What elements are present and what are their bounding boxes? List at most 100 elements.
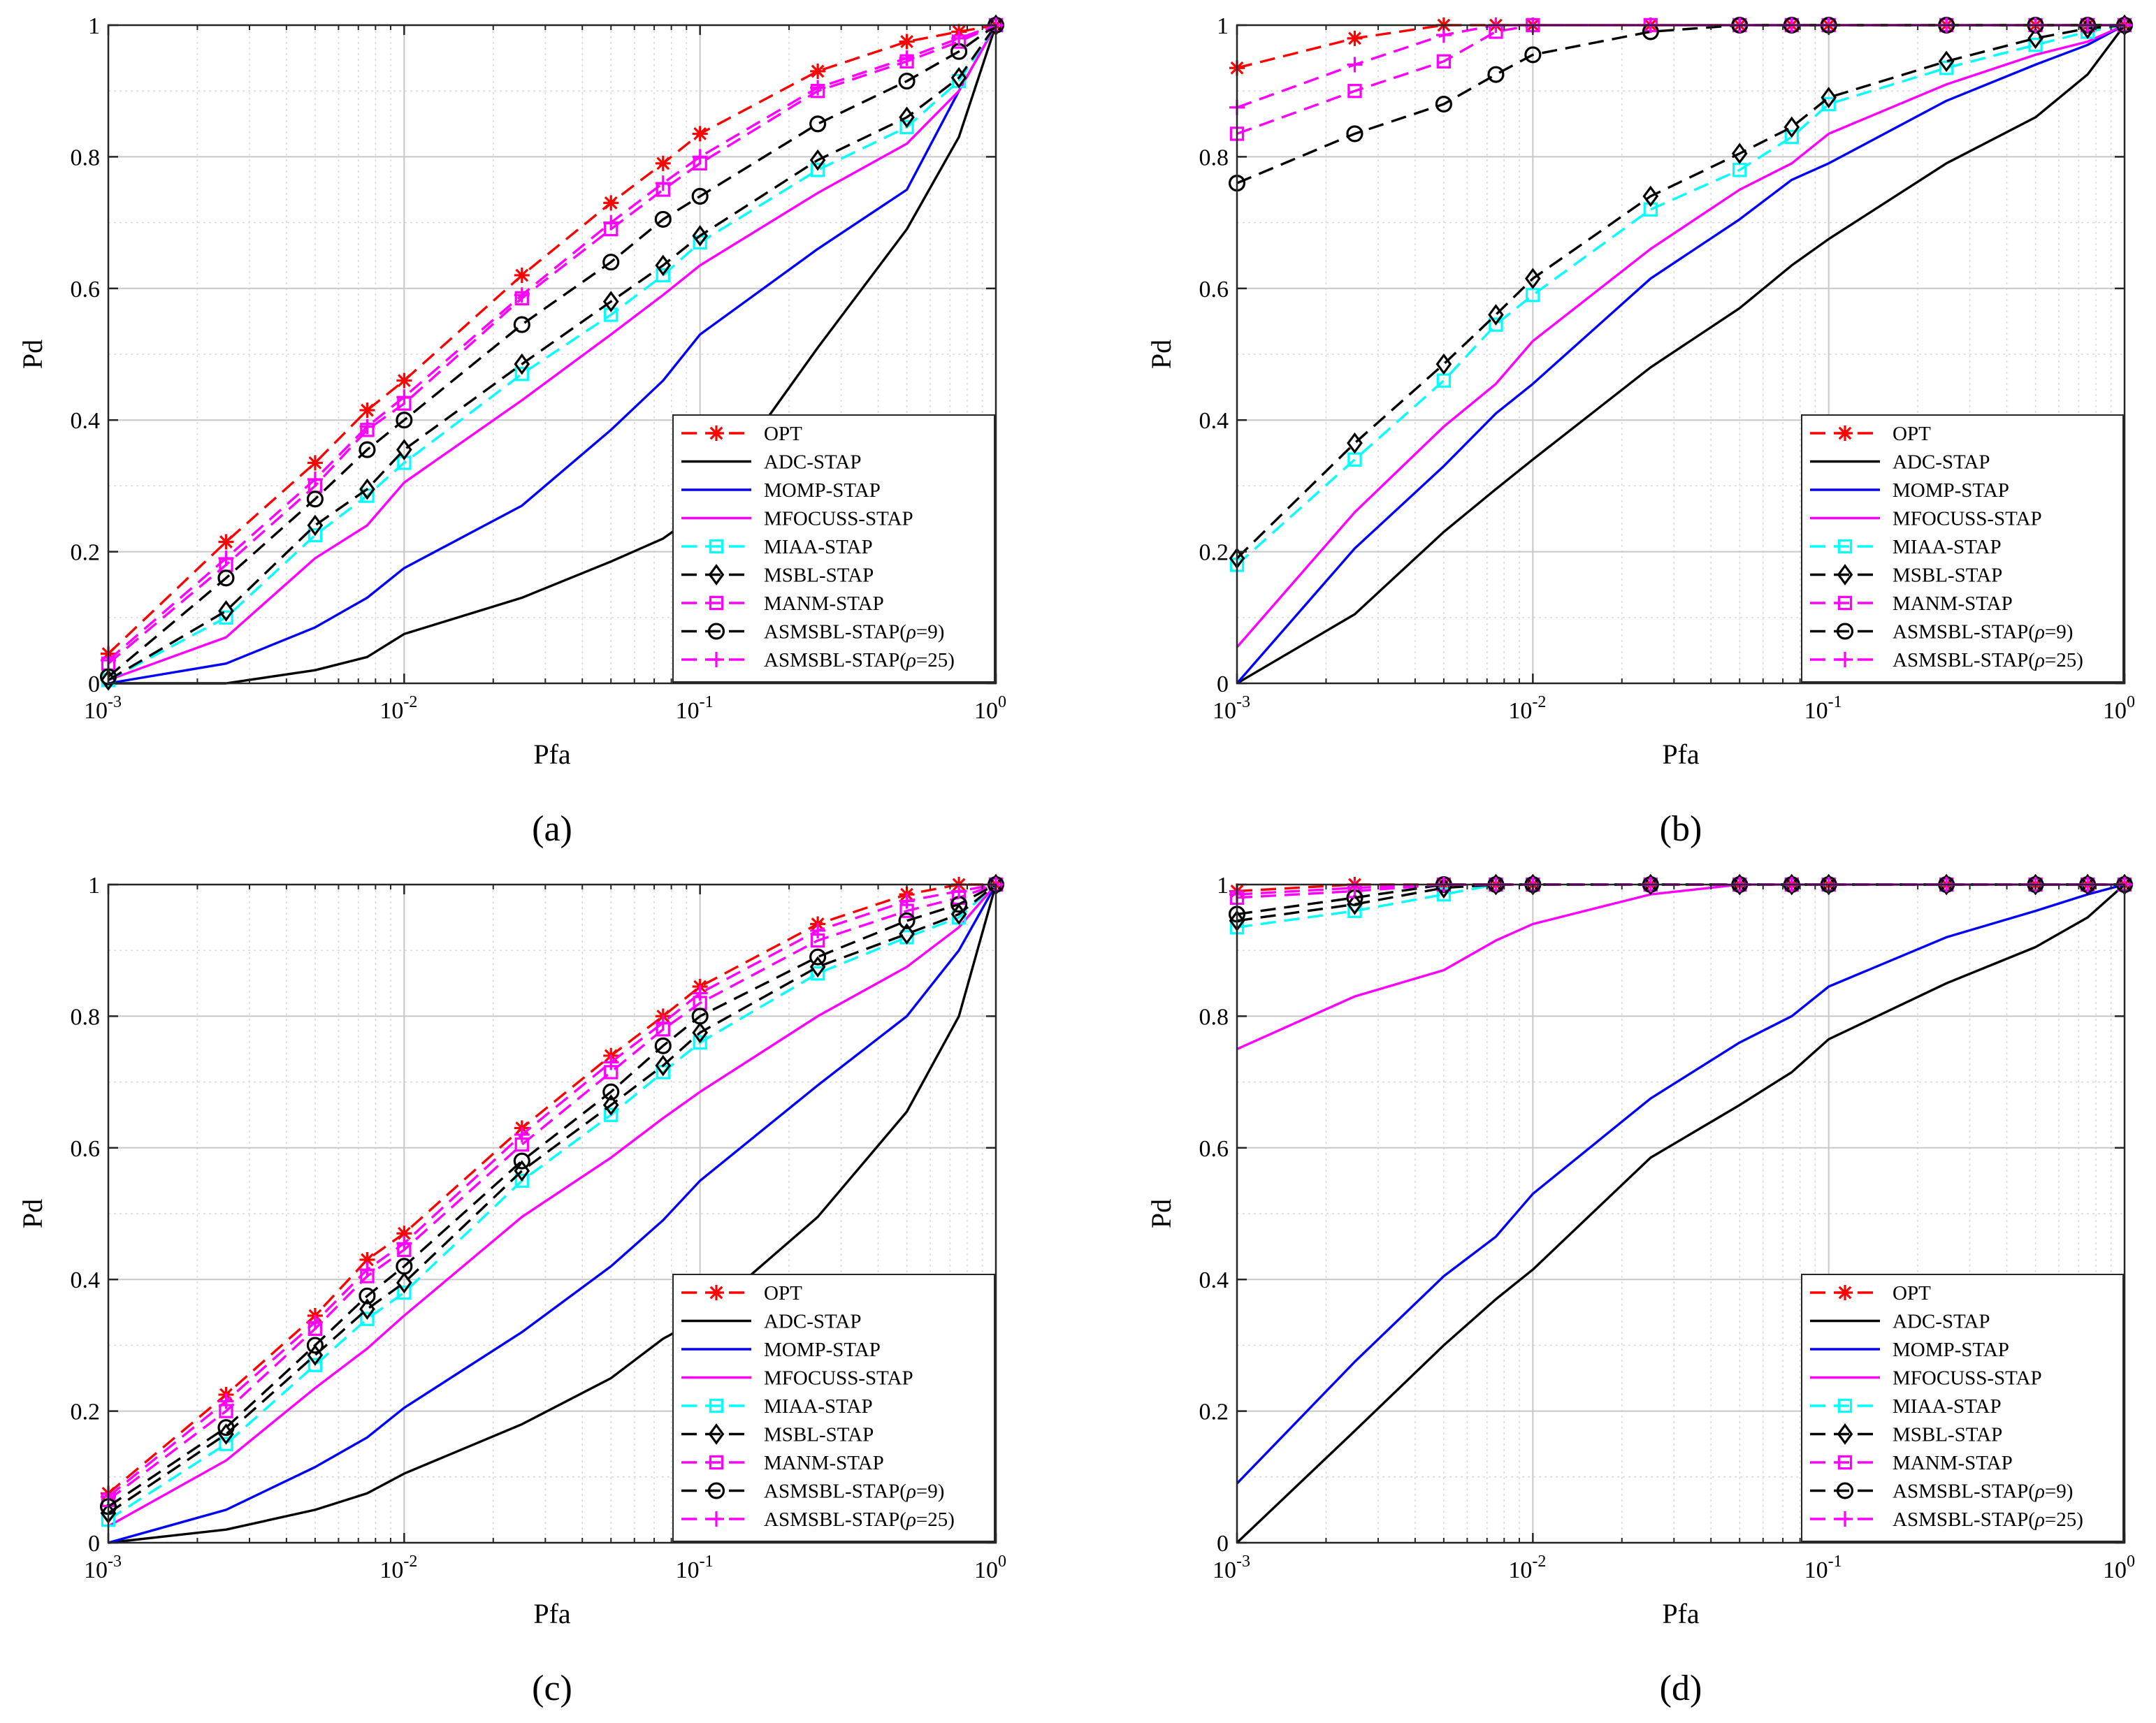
y-axis-label: Pd xyxy=(1145,340,1177,369)
data-point xyxy=(691,187,709,205)
y-tick-label: 0.8 xyxy=(71,1004,101,1030)
data-point xyxy=(899,50,915,66)
axes-box xyxy=(1236,883,2126,1544)
x-tick-label: 10-1 xyxy=(1804,693,1842,724)
legend-box xyxy=(672,1274,995,1542)
data-point xyxy=(2027,873,2043,896)
legend-label: ASMSBL-STAP(ρ=25) xyxy=(764,1508,955,1531)
data-point xyxy=(359,1251,375,1267)
data-point xyxy=(359,1287,376,1304)
data-point xyxy=(604,1107,618,1122)
series-line xyxy=(1236,24,2126,685)
data-point xyxy=(360,1311,375,1326)
data-point xyxy=(898,73,916,90)
legend-label: ASMSBL-STAP(ρ=9) xyxy=(1893,1481,2073,1503)
legend-item: MIAA-STAP xyxy=(681,536,873,558)
data-point xyxy=(1436,54,1452,68)
series-momp-stap xyxy=(108,884,997,1544)
legend-label: ASMSBL-STAP(ρ=9) xyxy=(1893,621,2073,644)
data-point xyxy=(514,1173,529,1188)
y-tick-label: 0.2 xyxy=(1199,540,1229,566)
data-point xyxy=(656,268,670,283)
legend-item: MFOCUSS-STAP xyxy=(681,1367,913,1390)
y-tick-label: 0.4 xyxy=(1199,408,1229,434)
data-point xyxy=(899,923,915,945)
data-point xyxy=(359,1298,375,1320)
legend-item: OPT xyxy=(1810,1282,1931,1304)
series-momp-stap xyxy=(108,24,997,685)
data-point xyxy=(692,985,708,1001)
legend-item: ADC-STAP xyxy=(1810,1311,1990,1333)
legend-item: MANM-STAP xyxy=(1810,1452,2013,1474)
y-axis-label: Pd xyxy=(1145,1199,1177,1228)
legend-item: MIAA-STAP xyxy=(1810,1395,2002,1418)
data-point xyxy=(359,478,375,500)
legend-label: MOMP-STAP xyxy=(1893,1339,2009,1361)
panel-caption: (b) xyxy=(1660,809,1702,849)
data-point xyxy=(308,528,323,543)
legend-item: MIAA-STAP xyxy=(681,1395,873,1418)
series-line xyxy=(108,24,997,681)
legend-item: MFOCUSS-STAP xyxy=(1810,1367,2042,1390)
series-msbl-stap xyxy=(100,14,1004,691)
data-point xyxy=(1347,880,1363,896)
data-point xyxy=(359,441,376,458)
x-tick-label: 100 xyxy=(2103,693,2135,724)
series-adc-stap xyxy=(108,24,997,685)
data-point xyxy=(1642,185,1659,208)
legend-marker xyxy=(1837,1455,1853,1470)
legend-label: OPT xyxy=(1893,1282,1931,1304)
chart-panel-d: 10-3 10-2 10-1 100 0 0.2 0.4 0.6 0.8 1 Pfa Pd (d) OPT… xyxy=(1145,873,2135,1708)
x-tick-label: 10-3 xyxy=(1213,693,1250,724)
data-point xyxy=(307,471,323,487)
y-tick-label: 0 xyxy=(88,671,100,697)
legend-label: ADC-STAP xyxy=(1893,1311,1990,1333)
legend-marker xyxy=(709,1285,724,1300)
legend-label: MANM-STAP xyxy=(764,1452,884,1474)
data-point xyxy=(218,534,234,550)
legend-label: ADC-STAP xyxy=(764,1311,861,1333)
axes-box xyxy=(107,883,997,1544)
legend-label: MOMP-STAP xyxy=(1893,479,2009,502)
legend-item: OPT xyxy=(681,423,802,445)
series-line xyxy=(108,884,997,1544)
data-point xyxy=(218,551,234,567)
legend-label: OPT xyxy=(764,1282,802,1304)
data-point xyxy=(1784,129,1799,145)
legend-label: OPT xyxy=(1893,423,1931,445)
legend-marker xyxy=(709,1398,724,1413)
data-point xyxy=(655,254,672,277)
data-point xyxy=(692,149,708,165)
y-tick-label: 0.6 xyxy=(1199,1136,1229,1162)
legend-label: ASMSBL-STAP(ρ=9) xyxy=(764,621,944,644)
series-line xyxy=(1236,883,2125,1485)
data-point xyxy=(692,225,709,247)
chart-panel-a: 10-3 10-2 10-1 100 0 0.2 0.4 0.6 0.8 1 Pfa Pd (a) OPT… xyxy=(17,13,1006,849)
data-point xyxy=(654,1037,672,1054)
legend-marker xyxy=(708,564,725,586)
y-tick-label: 0.6 xyxy=(71,1136,101,1162)
data-point xyxy=(898,912,916,929)
data-point xyxy=(899,106,915,129)
legend-item: MOMP-STAP xyxy=(1810,1339,2009,1361)
series-group xyxy=(99,14,1005,691)
legend-item: ASMSBL-STAP(ρ=9) xyxy=(681,1481,944,1503)
data-point xyxy=(514,267,530,283)
series-line xyxy=(1236,24,2125,685)
data-point xyxy=(654,210,672,228)
legend-item: ASMSBL-STAP(ρ=9) xyxy=(1810,1481,2073,1503)
legend-label: MFOCUSS-STAP xyxy=(1893,508,2042,530)
legend-label: ASMSBL-STAP(ρ=25) xyxy=(1893,1508,2083,1531)
legend-marker xyxy=(1837,539,1853,554)
legend-label: MANM-STAP xyxy=(1893,592,2013,615)
series-adc-stap xyxy=(108,884,997,1544)
data-point xyxy=(951,30,967,46)
legend-label: MFOCUSS-STAP xyxy=(764,508,913,530)
data-point xyxy=(1821,96,1836,112)
legend-item: MSBL-STAP xyxy=(681,564,874,587)
panel-caption: (d) xyxy=(1660,1669,1702,1708)
legend-label: ASMSBL-STAP(ρ=25) xyxy=(1893,649,2083,671)
data-point xyxy=(809,115,827,133)
data-point xyxy=(899,119,914,135)
data-point xyxy=(951,883,967,899)
